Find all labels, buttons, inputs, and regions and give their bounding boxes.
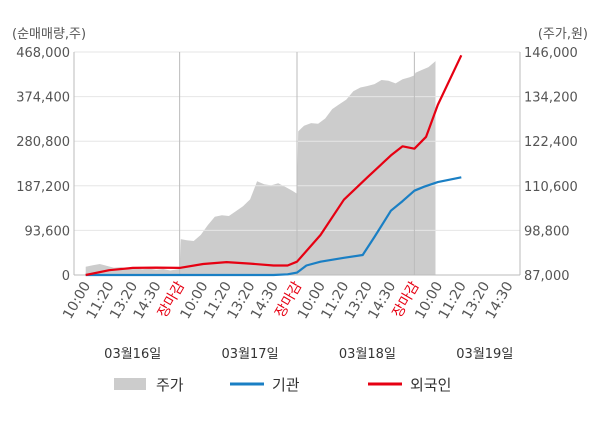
left-tick-label: 0 [62, 269, 70, 284]
date-label: 03월16일 [104, 347, 161, 362]
legend-label: 기관 [272, 376, 300, 394]
gridlines [73, 51, 521, 276]
right-tick-label: 110,600 [524, 180, 578, 195]
left-tick-label: 187,200 [16, 180, 70, 195]
right-tick-label: 146,000 [524, 46, 578, 61]
right-tick-label: 134,200 [524, 91, 578, 106]
right-tick-label: 87,000 [524, 269, 570, 284]
legend: 주가 기관 외국인 [114, 376, 451, 394]
series-line-institution [85, 176, 462, 277]
left-axis-unit: (순매매량,주) [12, 27, 86, 42]
legend-label: 주가 [156, 376, 184, 394]
legend-swatch [114, 378, 146, 390]
price-area [85, 61, 436, 275]
axes: 0 93,600 187,200 280,800 374,400 468,000 87,00… [16, 46, 578, 362]
legend-foreign: 외국인 [368, 376, 451, 394]
date-label: 03월19일 [456, 347, 513, 362]
right-tick-label: 98,800 [524, 224, 570, 239]
left-tick-label: 374,400 [16, 91, 70, 106]
legend-institution: 기관 [230, 376, 300, 394]
left-tick-label: 468,000 [16, 46, 70, 61]
series-lines [85, 54, 463, 277]
price-area-layer [85, 61, 436, 275]
legend-label: 외국인 [410, 376, 451, 394]
left-tick-label: 280,800 [16, 135, 70, 150]
right-tick-label: 122,400 [524, 135, 578, 150]
right-axis-unit: (주가,원) [538, 27, 588, 42]
legend-price: 주가 [114, 376, 184, 394]
date-label: 03월18일 [339, 347, 396, 362]
series-line-foreign [85, 54, 463, 277]
left-tick-label: 93,600 [25, 224, 71, 239]
date-label: 03월17일 [222, 347, 279, 362]
